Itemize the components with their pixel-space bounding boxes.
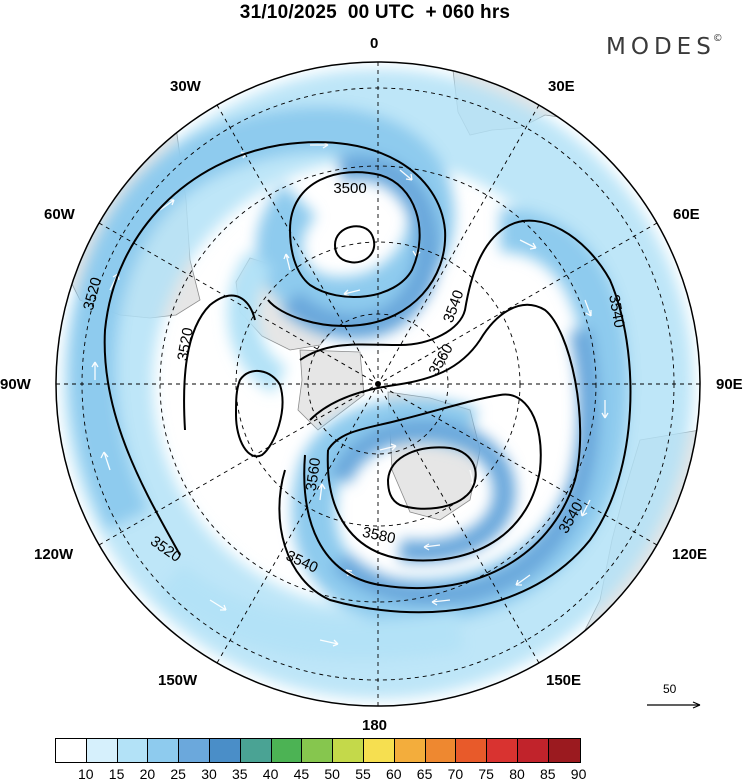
lon-label-60e: 60E	[673, 206, 700, 223]
contour-label-3540-right: 3540	[605, 293, 628, 329]
colorbar-swatch	[117, 739, 149, 762]
brand-logo: MODES©	[606, 33, 723, 60]
colorbar-swatch	[56, 739, 87, 762]
colorbar-tick-label: 10	[78, 766, 94, 782]
lon-label-180: 180	[362, 717, 388, 734]
colorbar-swatch	[271, 739, 303, 762]
colorbar-tick-label: 90	[570, 766, 587, 782]
colorbar-swatch	[302, 739, 334, 762]
lon-label-90e: 90E	[716, 376, 743, 393]
chart-title: 31/10/2025 00 UTC + 060 hrs	[239, 2, 511, 23]
lon-label-60w: 60W	[44, 206, 75, 223]
colorbar-tick-label: 30	[201, 766, 217, 782]
lon-label-30w: 30W	[170, 78, 201, 95]
contour-label-3500: 3500	[333, 180, 366, 197]
colorbar-tick-label: 85	[540, 766, 556, 782]
colorbar-tick-label: 45	[293, 766, 310, 782]
contour-label-3580: 3580	[361, 524, 397, 548]
colorbar-tick-label: 20	[139, 766, 156, 782]
colorbar-swatch	[548, 739, 580, 762]
colorbar	[55, 738, 581, 763]
lon-label-120e: 120E	[672, 546, 708, 563]
contour-3540-outer	[278, 219, 632, 614]
colorbar-swatch	[517, 739, 549, 762]
colorbar-tick-label: 25	[170, 766, 186, 782]
land-arctic-islands	[297, 349, 365, 431]
map-boundary	[55, 61, 701, 707]
colorbar-swatch	[487, 739, 518, 762]
colorbar-tick-label: 50	[324, 766, 340, 782]
contour-3520-outer	[103, 141, 447, 556]
contour-3540-mid	[303, 303, 582, 590]
lon-label-150w: 150W	[158, 672, 198, 689]
colorbar-swatch	[86, 739, 118, 762]
colorbar-tick-label: 15	[108, 766, 125, 782]
colorbar-swatch	[363, 739, 395, 762]
lon-label-120w: 120W	[34, 546, 74, 563]
colorbar-swatch	[456, 739, 488, 762]
contour-3500-inner	[333, 225, 376, 264]
colorbar-tick-label: 80	[509, 766, 525, 782]
colorbar-tick-label: 40	[262, 766, 279, 782]
reference-vector	[647, 701, 701, 709]
brand-name: MODES	[606, 34, 716, 60]
colorbar-swatch	[209, 739, 241, 762]
colorbar-swatch	[425, 739, 457, 762]
colorbar-tick-label: 60	[386, 766, 402, 782]
north-pole-marker	[375, 381, 381, 387]
contour-3580	[386, 446, 477, 510]
contour-label-3520-inner: 3520	[174, 326, 197, 362]
colorbar-tick-label: 35	[232, 766, 248, 782]
lon-label-30e: 30E	[548, 78, 575, 95]
brand-mark: ©	[712, 33, 723, 44]
colorbar-tick-label: 70	[447, 766, 464, 782]
reference-vector-label: 50	[663, 682, 677, 696]
colorbar-swatch	[394, 739, 426, 762]
height-contours	[103, 141, 632, 614]
lon-label-150e: 150E	[546, 672, 582, 689]
contour-3560	[326, 393, 542, 562]
colorbar-tick-label: 75	[478, 766, 494, 782]
lon-label-90w: 90W	[0, 376, 31, 393]
contour-3500-outer	[288, 171, 421, 298]
colorbar-swatch	[240, 739, 272, 762]
colorbar-tick-label: 55	[355, 766, 371, 782]
colorbar-swatch	[179, 739, 210, 762]
lon-label-0: 0	[370, 35, 379, 52]
colorbar-tick-label: 65	[416, 766, 433, 782]
contour-label-3560-lower: 3560	[303, 457, 324, 492]
contour-3520-inner	[183, 294, 256, 431]
colorbar-swatch	[333, 739, 364, 762]
contour-3520-loop	[234, 370, 284, 458]
colorbar-swatch	[148, 739, 180, 762]
